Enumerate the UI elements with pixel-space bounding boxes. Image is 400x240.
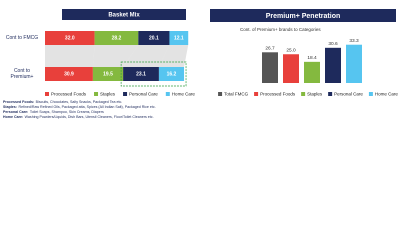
legend-swatch bbox=[165, 92, 170, 96]
chart-title: Premium+ Penetration bbox=[266, 13, 341, 20]
legend-label: Personal Care bbox=[129, 91, 158, 96]
legend-swatch bbox=[94, 92, 99, 96]
footnote: Personal Care: Toilet Soaps, Shampoo, Ski… bbox=[3, 110, 104, 114]
legend-swatch bbox=[301, 92, 306, 96]
bar bbox=[283, 54, 299, 83]
bar-segment bbox=[138, 31, 170, 45]
legend-swatch bbox=[123, 92, 128, 96]
footnote-term: Staples: bbox=[3, 105, 17, 109]
connector bbox=[45, 45, 95, 67]
value-label: 16.2 bbox=[167, 71, 177, 77]
bar-segment bbox=[45, 67, 93, 81]
legend-swatch bbox=[368, 92, 373, 96]
footnote: Processed Foods: Biscuits, Chocolates, Sa… bbox=[3, 100, 122, 104]
y-tick-label: Cont to FMCG bbox=[5, 35, 39, 41]
value-label: 30.6 bbox=[328, 41, 338, 47]
value-label: 30.9 bbox=[64, 71, 74, 77]
value-label: 32.0 bbox=[65, 35, 75, 41]
bar-segment bbox=[45, 31, 95, 45]
value-label: 18.4 bbox=[307, 55, 317, 61]
legend-swatch bbox=[254, 92, 259, 96]
bar bbox=[325, 47, 341, 83]
bar bbox=[346, 44, 362, 83]
legend-swatch bbox=[45, 92, 49, 96]
category-label-box: Cont to FMCG bbox=[5, 35, 39, 41]
footnote-text: Biscuits, Chocolates, Salty Snacks, Pack… bbox=[36, 100, 123, 104]
legend-swatch bbox=[328, 92, 333, 96]
value-label: 25.0 bbox=[286, 48, 296, 54]
chart-subtitle: Cont. of Premium+ brands to Categories bbox=[240, 27, 321, 32]
legend-label: Processed Foods bbox=[51, 91, 87, 96]
bar-segment bbox=[123, 67, 159, 81]
legend-label: Processed Foods bbox=[260, 91, 296, 96]
footnote: Home Care: Washing Powders/Liquids, Dish … bbox=[3, 115, 154, 119]
legend-label: Total FMCG bbox=[224, 91, 249, 96]
legend-swatch bbox=[218, 92, 223, 96]
legend-item: Personal Care bbox=[328, 91, 363, 96]
bar bbox=[304, 61, 320, 83]
value-label: 20.1 bbox=[149, 35, 159, 41]
bar-segment bbox=[158, 67, 185, 81]
footnote-term: Processed Foods: bbox=[3, 100, 34, 104]
footnote: Staples: Refined/Raw Refined Oils, Packag… bbox=[3, 105, 156, 109]
legend-label: Home Care bbox=[172, 91, 196, 96]
value-label: 33.3 bbox=[349, 38, 359, 44]
bar-segment bbox=[94, 31, 139, 45]
highlight-box bbox=[120, 61, 187, 87]
legend-item: Staples bbox=[301, 91, 323, 96]
footnote-text: Toilet Soaps, Shampoo, Skin Creams, Diap… bbox=[30, 110, 104, 114]
footnote-text: Refined/Raw Refined Oils, Packaged atta,… bbox=[18, 105, 155, 109]
value-label: 12.1 bbox=[174, 35, 184, 41]
chart-title: Basket Mix bbox=[108, 13, 140, 19]
value-label: 26.7 bbox=[265, 46, 275, 52]
connector bbox=[92, 45, 139, 67]
bar-segment bbox=[92, 67, 124, 81]
value-label: 19.5 bbox=[103, 71, 113, 77]
header-bar bbox=[210, 9, 396, 22]
legend-item: Total FMCG bbox=[218, 91, 249, 96]
value-label: 28.2 bbox=[112, 35, 122, 41]
connector bbox=[123, 45, 170, 67]
category-label-box: Cont to Premium+ bbox=[10, 68, 34, 80]
bar-segment bbox=[169, 31, 189, 45]
y-tick-label: Cont to Premium+ bbox=[10, 68, 34, 80]
footnote-term: Home Care: bbox=[3, 115, 23, 119]
legend-item: Processed Foods bbox=[254, 91, 296, 96]
footnote-term: Personal Care: bbox=[3, 110, 28, 114]
value-label: 23.1 bbox=[136, 71, 146, 77]
legend-item: Home Care bbox=[368, 91, 399, 96]
bar bbox=[262, 52, 278, 83]
header-bar bbox=[62, 9, 186, 20]
page: Basket Mix Premium+ Penetration Cont. of… bbox=[3, 9, 399, 119]
legend-label: Staples bbox=[100, 91, 116, 96]
legend-label: Personal Care bbox=[334, 91, 363, 96]
connector bbox=[158, 45, 189, 67]
legend-label: Home Care bbox=[375, 91, 399, 96]
footnote-text: Washing Powders/Liquids, Dish Bars, Uten… bbox=[25, 115, 154, 119]
legend-label: Staples bbox=[307, 91, 323, 96]
